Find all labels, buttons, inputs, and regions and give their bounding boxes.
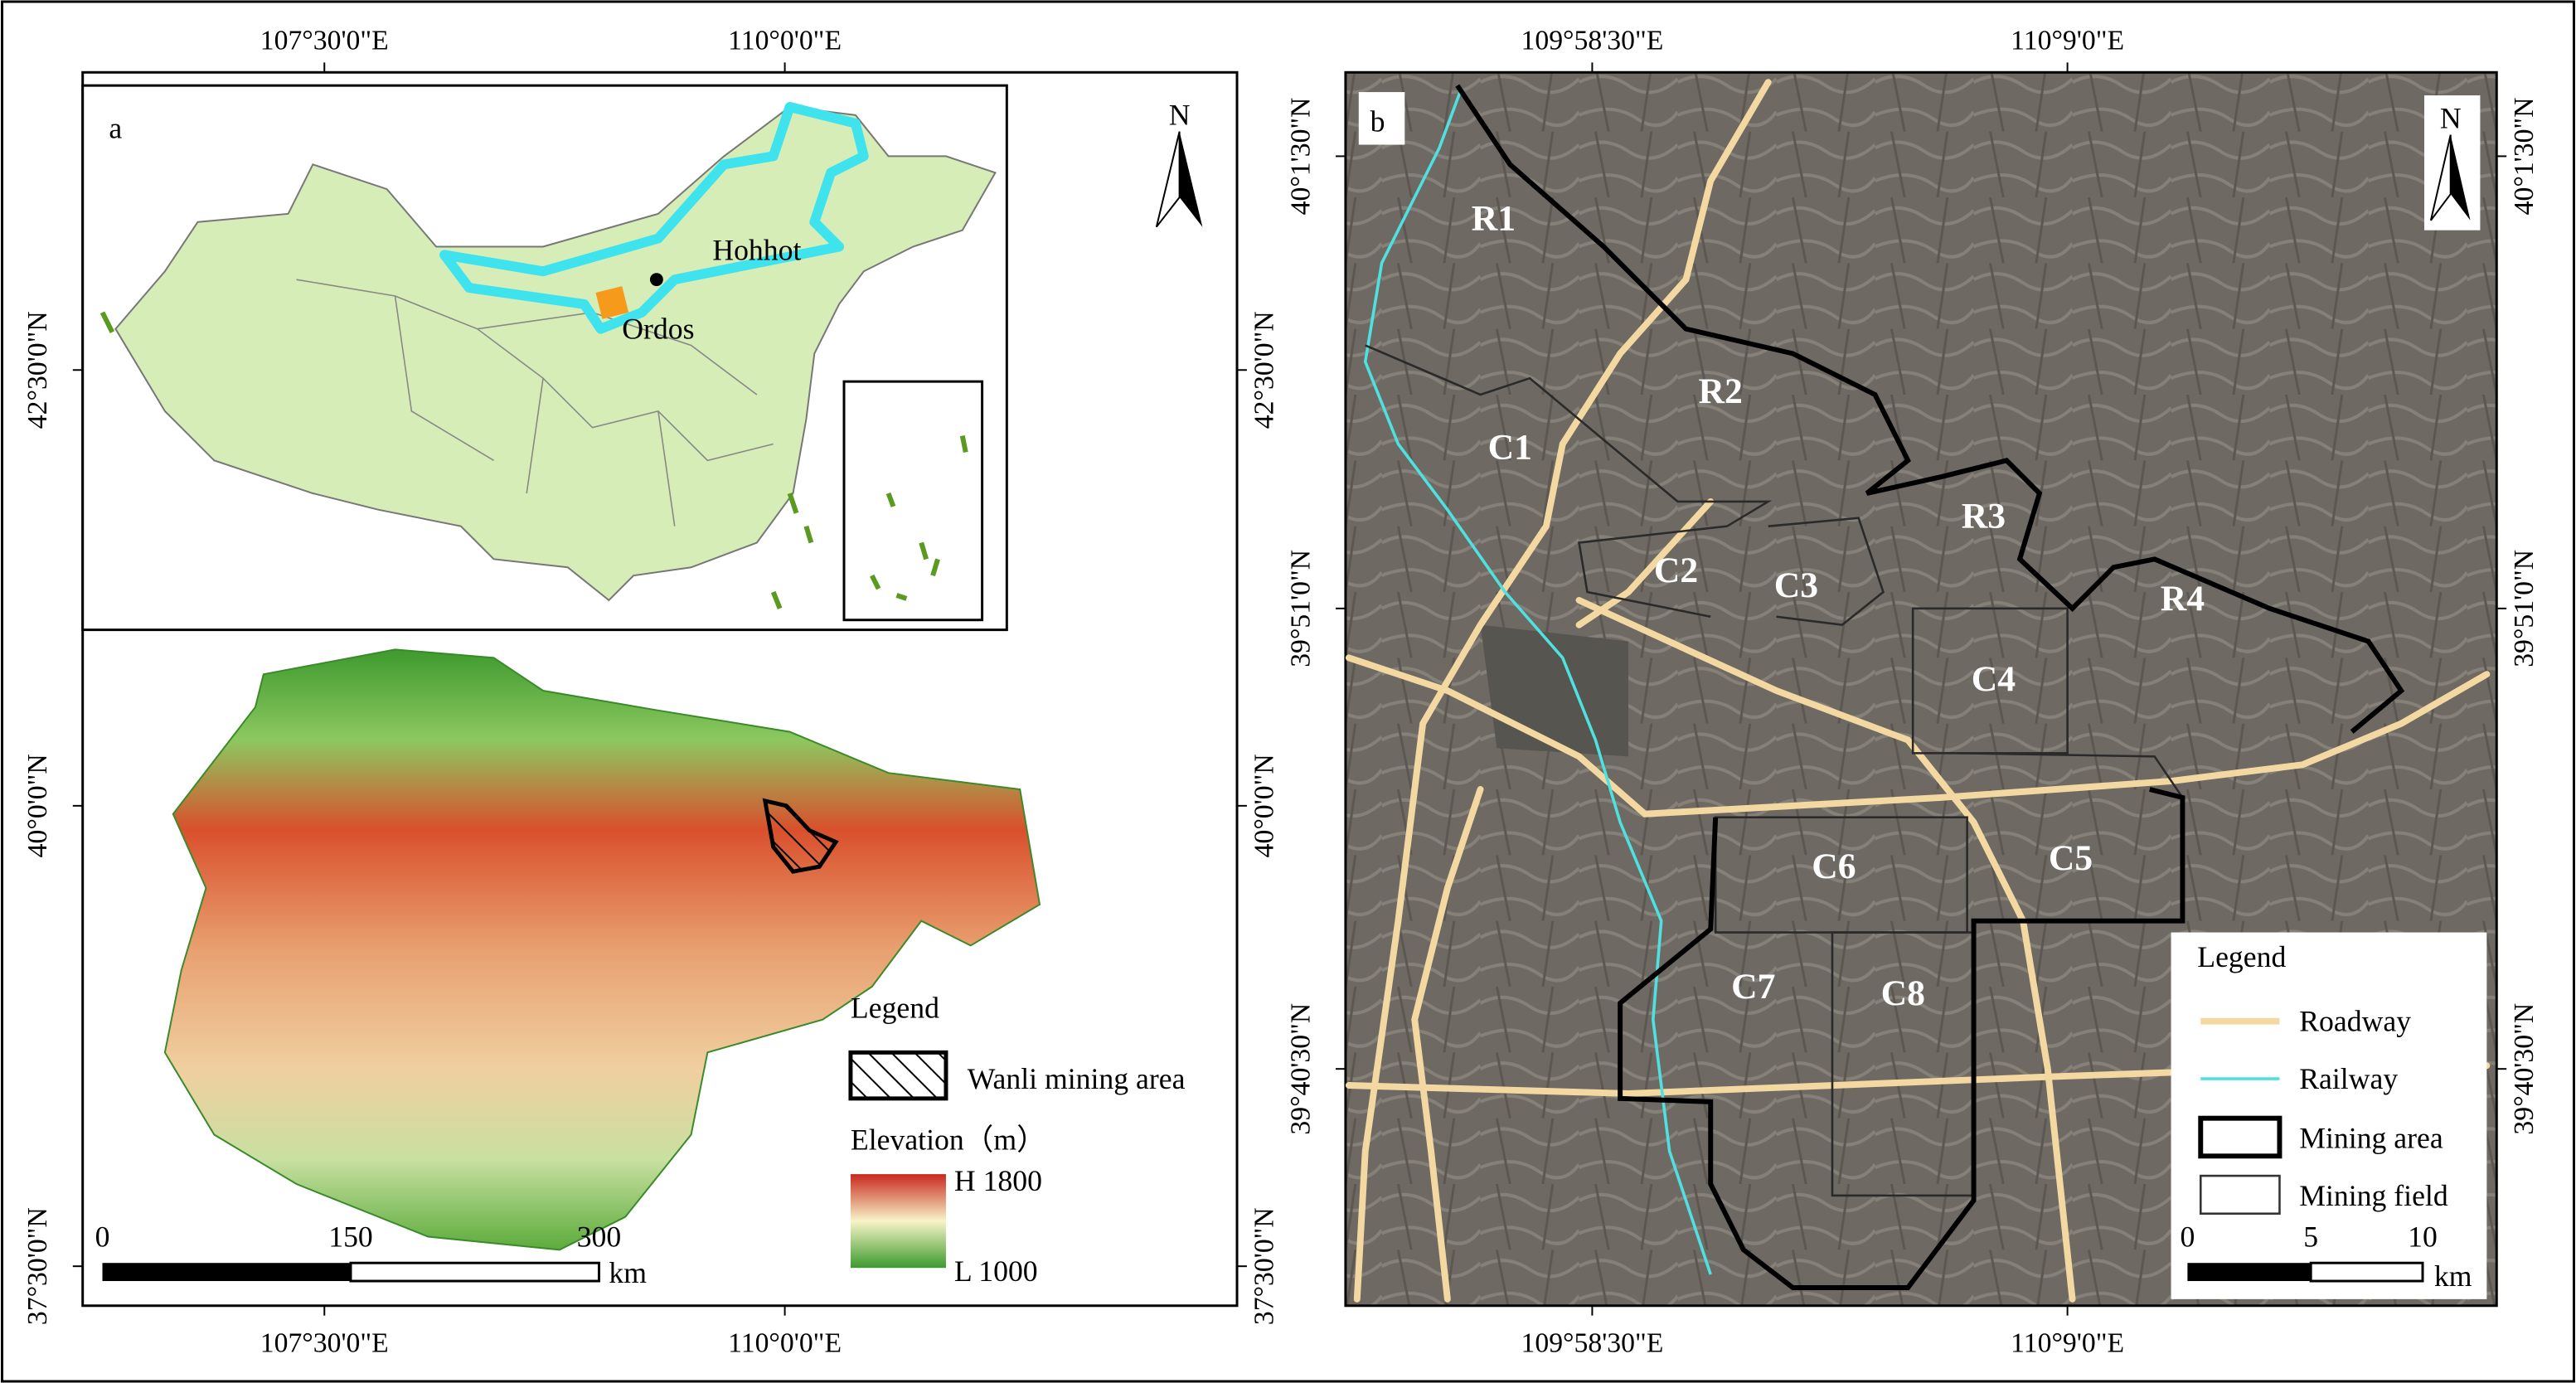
latitude-label: 39°40'30"N	[1285, 1003, 1316, 1135]
scale-label: 150	[328, 1220, 373, 1253]
north-label: N	[1169, 99, 1191, 132]
latitude-label: 42°30'0"N	[1249, 311, 1280, 429]
china-outline	[114, 105, 997, 602]
legend-item: H 1800	[954, 1164, 1042, 1197]
longitude-label: 110°9'0"E	[2011, 26, 2124, 56]
panel-label-box	[1358, 92, 1405, 145]
latitude-label: 40°1'30"N	[1285, 97, 1316, 215]
region-label: C5	[2049, 838, 2093, 878]
region-label: C4	[1972, 659, 2016, 699]
region-label: C2	[1654, 551, 1698, 590]
scale-label: 10	[2408, 1220, 2438, 1253]
region-label: R2	[1698, 371, 1742, 411]
latitude-label: 40°0'0"N	[22, 754, 53, 857]
longitude-label: 107°30'0"E	[260, 1327, 389, 1358]
longitude-label: 110°0'0"E	[728, 1327, 842, 1358]
region-label: C6	[1812, 847, 1856, 886]
legend-item: Roadway	[2299, 1005, 2411, 1038]
scale-unit: km	[609, 1256, 647, 1289]
latitude-label: 42°30'0"N	[22, 311, 53, 429]
scale-label: 0	[2180, 1220, 2195, 1253]
scale-bar-black	[102, 1263, 351, 1282]
scale-bar-white	[2309, 1261, 2424, 1283]
railway	[1363, 90, 1712, 1275]
longitude-label: 109°58'30"E	[1521, 26, 1663, 56]
region-label: R1	[1472, 199, 1516, 239]
legend-item: Mining area	[2299, 1121, 2443, 1154]
legend-elevation-ramp	[850, 1174, 946, 1269]
latitude-label: 39°51'0"N	[2509, 550, 2540, 667]
city-label: Hohhot	[712, 233, 801, 266]
legend-item: Wanli mining area	[968, 1062, 1186, 1095]
inner-mongolia-outline	[439, 101, 869, 334]
wanli-mining-area	[762, 798, 839, 874]
longitude-label: 107°30'0"E	[260, 26, 389, 56]
legend-item: L 1000	[954, 1254, 1038, 1288]
province-borders	[296, 279, 774, 527]
islands	[99, 311, 968, 609]
legend-item: Railway	[2299, 1062, 2398, 1095]
scale-unit: km	[2434, 1259, 2472, 1293]
latitude-label: 39°40'30"N	[2509, 1003, 2540, 1135]
longitude-label: 109°58'30"E	[1521, 1327, 1663, 1358]
longitude-label: 110°0'0"E	[728, 26, 842, 56]
latitude-label: 40°0'0"N	[1249, 754, 1280, 857]
ordos-area	[595, 286, 629, 319]
region-label: C8	[1881, 973, 1925, 1013]
legend-title: Legend	[2197, 940, 2286, 973]
scale-bar-black	[2187, 1263, 2312, 1282]
region-label: C1	[1488, 427, 1532, 467]
latitude-label: 37°30'0"N	[22, 1207, 53, 1325]
latitude-label: 37°30'0"N	[1249, 1207, 1280, 1325]
scale-label: 0	[95, 1220, 110, 1253]
longitude-label: 110°9'0"E	[2011, 1327, 2124, 1358]
region-label: R3	[1962, 497, 2006, 536]
region-label: C3	[1774, 565, 1818, 605]
region-label: C7	[1731, 967, 1775, 1007]
legend-mining-area	[2198, 1115, 2283, 1159]
south-china-sea-inset	[842, 380, 984, 622]
legend-mining-field	[2199, 1174, 2281, 1216]
scale-label: 5	[2303, 1220, 2318, 1253]
region-label: R4	[2161, 579, 2205, 619]
urban-area	[1480, 624, 1629, 757]
latitude-label: 39°51'0"N	[1285, 550, 1316, 667]
hohhot-point	[649, 273, 663, 287]
latitude-label: 40°1'30"N	[2509, 97, 2540, 215]
panel-label: a	[109, 112, 122, 145]
panel-label: b	[1370, 105, 1385, 138]
scale-label: 300	[577, 1220, 622, 1253]
north-label: N	[2440, 102, 2462, 135]
mining-area-boundary	[1455, 84, 2405, 1290]
scale-bar-white	[349, 1261, 600, 1283]
city-label: Ordos	[622, 313, 694, 346]
elevation-map	[163, 648, 1041, 1251]
legend-subtitle: Elevation（m）	[851, 1123, 1046, 1156]
legend-title: Legend	[851, 992, 939, 1025]
legend-mining-swatch	[848, 1050, 948, 1101]
legend-item: Mining field	[2299, 1179, 2448, 1212]
